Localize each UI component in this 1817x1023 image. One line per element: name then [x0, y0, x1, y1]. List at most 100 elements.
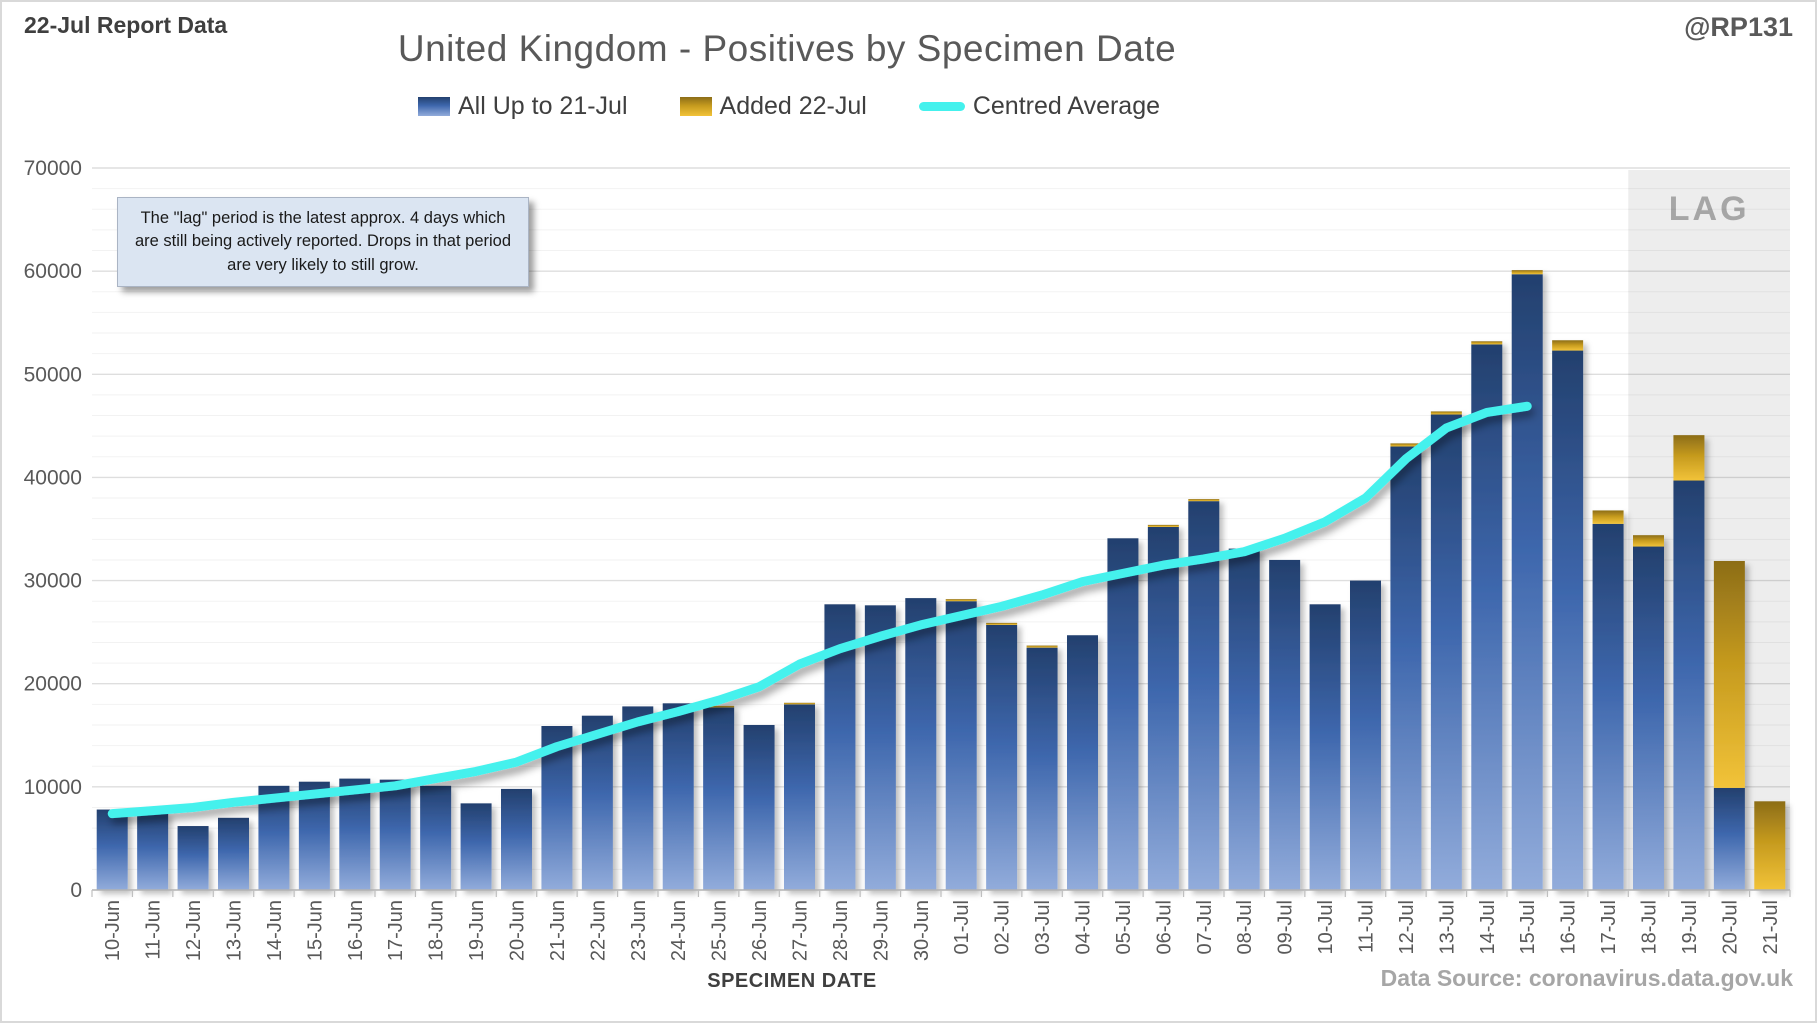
x-tick-label-15-Jul: 15-Jul: [1517, 900, 1539, 954]
bar-blue-12-Jul: [1390, 446, 1422, 890]
x-tick-label-14-Jul: 14-Jul: [1477, 900, 1499, 954]
x-tick-label-09-Jul: 09-Jul: [1275, 900, 1297, 954]
bar-blue-03-Jul: [1026, 647, 1058, 890]
x-tick-label-01-Jul: 01-Jul: [951, 900, 973, 954]
x-tick-label-30-Jun: 30-Jun: [911, 900, 933, 961]
bar-gold-16-Jul: [1552, 340, 1584, 351]
bar-blue-06-Jul: [1147, 526, 1179, 890]
bar-gold-01-Jul: [945, 599, 977, 602]
lag-annotation-box: The "lag" period is the latest approx. 4…: [117, 197, 529, 288]
bar-blue-11-Jun: [137, 812, 169, 890]
bar-blue-19-Jun: [460, 803, 492, 890]
y-tick-label: 40000: [24, 466, 82, 489]
x-tick-label-16-Jun: 16-Jun: [345, 900, 367, 961]
legend-label: Added 22-Jul: [719, 92, 867, 120]
bar-blue-16-Jul: [1552, 350, 1584, 890]
x-tick-label-27-Jun: 27-Jun: [790, 900, 812, 961]
x-tick-label-23-Jun: 23-Jun: [628, 900, 650, 961]
legend-label: Centred Average: [972, 92, 1161, 120]
chart-title: United Kingdom - Positives by Specimen D…: [397, 28, 1177, 69]
legend-label: All Up to 21-Jul: [457, 92, 628, 120]
x-tick-label-13-Jun: 13-Jun: [224, 900, 246, 961]
bar-gold-15-Jul: [1511, 270, 1543, 275]
bar-blue-27-Jun: [784, 704, 815, 890]
y-tick-label: 0: [70, 879, 82, 902]
legend-item-all-up-to: All Up to 21-Jul: [417, 92, 628, 121]
bar-blue-17-Jun: [379, 779, 411, 890]
bars-group: [96, 270, 1786, 891]
bar-blue-13-Jul: [1430, 414, 1462, 890]
bar-gold-17-Jul: [1592, 510, 1624, 524]
bar-blue-24-Jun: [662, 703, 694, 890]
blue-bar-swatch-icon: [417, 97, 450, 116]
author-handle: @RP131: [1684, 12, 1793, 42]
y-tick-label: 30000: [24, 570, 82, 593]
x-tick-label-04-Jul: 04-Jul: [1073, 900, 1095, 954]
bar-blue-12-Jun: [177, 826, 209, 890]
bar-gold-03-Jul: [1026, 645, 1058, 648]
x-tick-label-03-Jul: 03-Jul: [1032, 900, 1054, 954]
bar-blue-14-Jul: [1471, 344, 1503, 891]
cyan-line-swatch-icon: [918, 102, 965, 111]
x-tick-label-07-Jul: 07-Jul: [1194, 900, 1216, 954]
x-tick-label-16-Jul: 16-Jul: [1558, 900, 1580, 954]
legend-item-centred-average: Centred Average: [918, 92, 1161, 121]
x-tick-label-21-Jun: 21-Jun: [547, 900, 569, 961]
x-tick-label-20-Jun: 20-Jun: [507, 900, 529, 961]
y-tick-label: 20000: [24, 673, 82, 696]
x-tick-label-11-Jul: 11-Jul: [1356, 900, 1378, 953]
y-tick-label: 10000: [24, 776, 82, 799]
bar-blue-22-Jun: [581, 715, 613, 890]
y-tick-label: 70000: [24, 157, 82, 180]
x-tick-label-10-Jun: 10-Jun: [102, 900, 124, 961]
bar-blue-11-Jul: [1350, 580, 1381, 890]
x-tick-label-08-Jul: 08-Jul: [1234, 900, 1256, 954]
bar-blue-04-Jul: [1067, 635, 1098, 890]
x-tick-label-22-Jun: 22-Jun: [587, 900, 609, 961]
x-tick-label-05-Jul: 05-Jul: [1113, 900, 1135, 954]
bar-gold-20-Jul: [1713, 560, 1745, 788]
bar-gold-06-Jul: [1147, 524, 1179, 527]
bar-blue-18-Jun: [420, 785, 452, 890]
bar-gold-19-Jul: [1673, 435, 1705, 481]
x-tick-label-02-Jul: 02-Jul: [992, 900, 1014, 954]
x-tick-label-24-Jun: 24-Jun: [668, 900, 690, 961]
bar-blue-05-Jul: [1107, 538, 1139, 890]
bar-blue-15-Jul: [1511, 274, 1543, 890]
x-axis-title: SPECIMEN DATE: [707, 970, 877, 992]
x-tick-label-14-Jun: 14-Jun: [264, 900, 286, 961]
x-tick-label-29-Jun: 29-Jun: [870, 900, 892, 961]
bar-gold-14-Jul: [1471, 341, 1503, 345]
gold-bar-swatch-icon: [679, 97, 712, 116]
bar-blue-25-Jun: [703, 707, 735, 890]
bar-blue-10-Jun: [96, 809, 128, 890]
lag-label: LAG: [1669, 190, 1750, 228]
bar-blue-10-Jul: [1309, 604, 1341, 890]
bar-gold-13-Jul: [1430, 411, 1462, 415]
bar-blue-20-Jun: [501, 788, 532, 890]
bar-blue-30-Jun: [905, 598, 937, 890]
legend-item-added: Added 22-Jul: [679, 92, 867, 121]
bar-gold-12-Jul: [1390, 443, 1422, 447]
x-tick-label-17-Jun: 17-Jun: [385, 900, 407, 961]
bar-blue-29-Jun: [864, 605, 896, 890]
x-tick-label-19-Jul: 19-Jul: [1679, 900, 1701, 954]
bar-blue-26-Jun: [743, 724, 775, 890]
bar-blue-16-Jun: [339, 778, 371, 890]
bar-blue-02-Jul: [986, 624, 1018, 890]
centred-average-line: [107, 401, 1532, 819]
bar-blue-01-Jul: [945, 601, 977, 890]
bar-blue-15-Jun: [298, 781, 330, 890]
x-tick-label-17-Jul: 17-Jul: [1598, 900, 1620, 954]
x-tick-label-13-Jul: 13-Jul: [1436, 900, 1458, 954]
x-tick-label-20-Jul: 20-Jul: [1719, 900, 1741, 954]
x-tick-label-18-Jul: 18-Jul: [1639, 900, 1661, 954]
x-tick-label-10-Jul: 10-Jul: [1315, 900, 1337, 954]
bar-gold-02-Jul: [986, 622, 1018, 625]
x-tick-label-25-Jun: 25-Jun: [709, 900, 731, 961]
x-tick-label-11-Jun: 11-Jun: [143, 900, 165, 960]
bar-gold-18-Jul: [1633, 535, 1664, 547]
bar-gold-07-Jul: [1188, 499, 1220, 502]
